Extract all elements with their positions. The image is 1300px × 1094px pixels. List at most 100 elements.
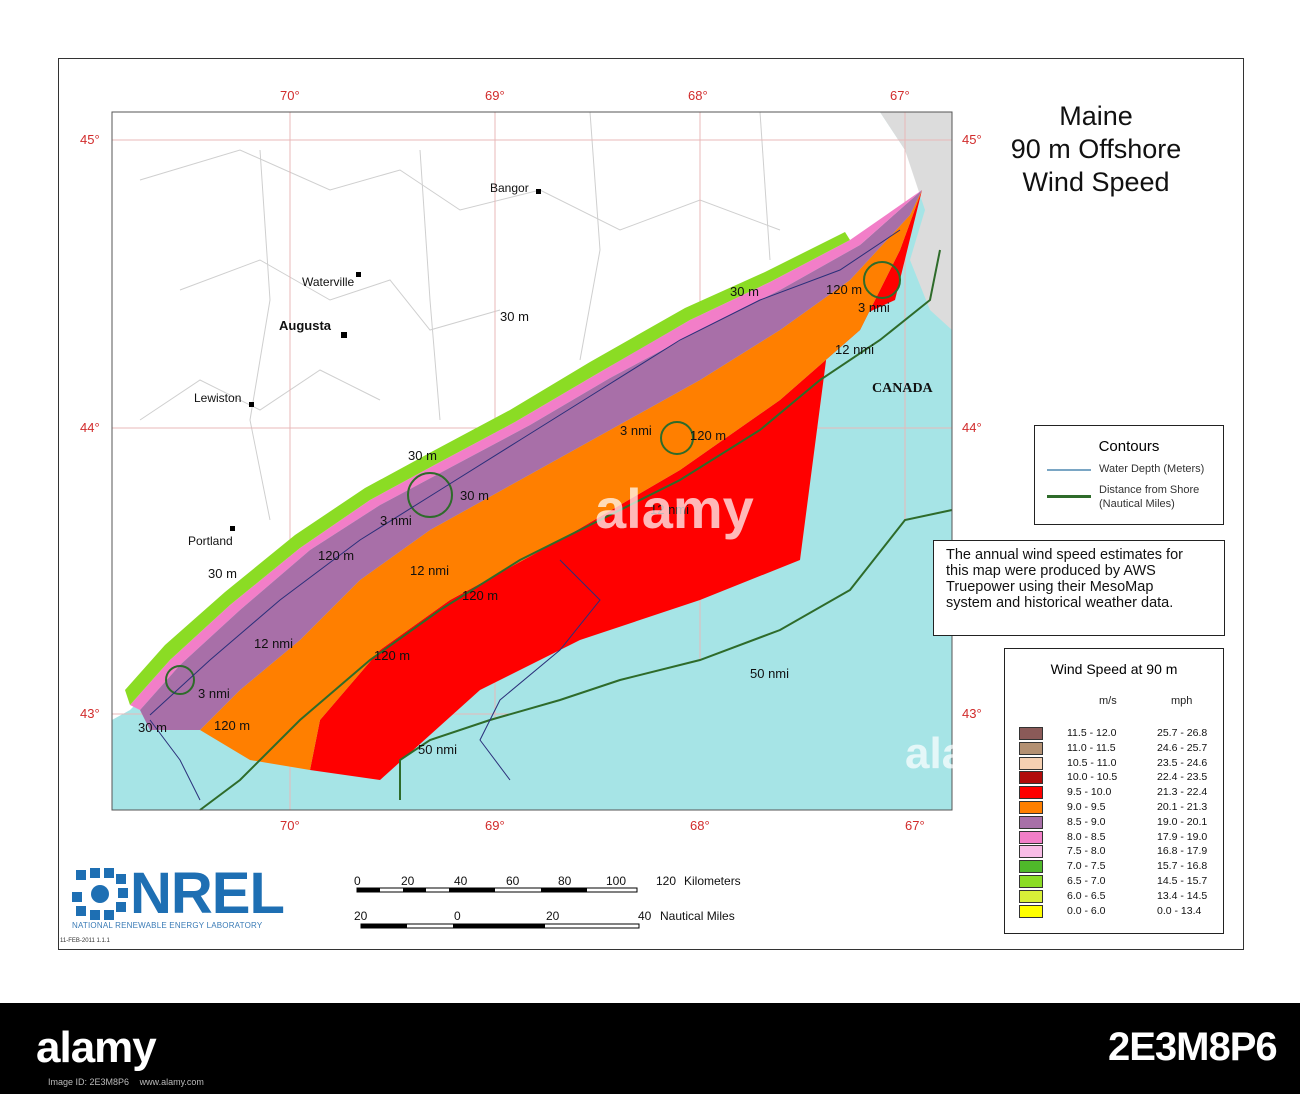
label-30m-e: 30 m — [208, 566, 237, 581]
label-3nmi-c: 3 nmi — [380, 513, 412, 528]
distance-label-2: (Nautical Miles) — [1099, 498, 1175, 510]
legend-ms-range: 11.0 - 11.5 — [1067, 741, 1116, 754]
label-3nmi-d: 3 nmi — [198, 686, 230, 701]
km-tick-120: 120 — [656, 874, 677, 888]
legend-swatch — [1019, 904, 1043, 918]
legend-mph-range: 16.8 - 17.9 — [1157, 845, 1208, 858]
contours-header: Contours — [1098, 438, 1160, 455]
band-9-5-10 — [310, 190, 922, 780]
water-depth-label: Water Depth (Meters) — [1099, 463, 1205, 475]
map-date: 11-FEB-2011 1.1.1 — [60, 938, 110, 944]
nmi-scale-bar — [360, 923, 640, 929]
legend-mph-range: 15.7 - 16.8 — [1157, 860, 1208, 873]
lat-label-right-45: 45° — [962, 132, 982, 147]
source-note: The annual wind speed estimates for this… — [933, 540, 1225, 636]
distance-swatch — [1047, 495, 1091, 498]
legend-mph-range: 23.5 - 24.6 — [1157, 756, 1208, 769]
city-label-waterville: Waterville — [302, 275, 355, 289]
legend-header: Wind Speed at 90 m — [1050, 661, 1178, 677]
lon-label-bottom-67: 67° — [905, 818, 925, 833]
title-line-1: Maine — [1059, 101, 1133, 131]
legend-ms-range: 0.0 - 6.0 — [1067, 904, 1106, 917]
legend-ms-range: 9.5 - 10.0 — [1067, 786, 1112, 799]
legend-mph-range: 0.0 - 13.4 — [1157, 904, 1202, 917]
distance-label-1: Distance from Shore — [1099, 484, 1200, 496]
legend-swatch — [1019, 860, 1043, 874]
label-50nmi-a: 50 nmi — [750, 666, 789, 681]
km-unit: Kilometers — [684, 874, 741, 888]
country-label-canada: CANADA — [872, 381, 934, 396]
city-marker-bangor — [536, 189, 541, 194]
label-120m-b: 120 m — [690, 428, 726, 443]
footer-image-id: Image ID: 2E3M8P6 www.alamy.com — [48, 1077, 204, 1087]
nrel-wordmark: NREL — [130, 861, 285, 926]
label-30m-a: 30 m — [500, 309, 529, 324]
km-tick-60: 60 — [506, 874, 520, 888]
footer-logo: alamy — [36, 1023, 157, 1072]
map-title: Maine 90 m Offshore Wind Speed — [990, 100, 1202, 199]
depth-contours — [149, 229, 901, 801]
lat-label-left-45: 45° — [80, 132, 100, 147]
label-3nmi-a: 3 nmi — [858, 300, 890, 315]
legend-ms-range: 9.0 - 9.5 — [1067, 801, 1106, 813]
label-12nmi-b: 12 nmi — [650, 502, 689, 517]
legend-unit-ms: m/s — [1099, 695, 1117, 707]
lat-label-right-44: 44° — [962, 420, 982, 435]
legend-swatch — [1019, 786, 1043, 800]
legend-ms-range: 10.0 - 10.5 — [1067, 771, 1118, 784]
legend-ms-range: 6.0 - 6.5 — [1067, 889, 1106, 902]
nrel-sun-logo — [72, 868, 128, 920]
legend-mph-range: 17.9 - 19.0 — [1157, 830, 1208, 843]
legend-swatch — [1019, 771, 1043, 785]
label-30m-d: 30 m — [460, 488, 489, 503]
nmi-tick-20-left: 20 — [354, 909, 368, 923]
wind-map: 70° 69° 68° 67° 70° 69° 68° 67° 45° 44° … — [80, 88, 982, 833]
footer-image-id-text: Image ID: 2E3M8P6 — [48, 1077, 130, 1087]
band-9-9-5 — [200, 190, 922, 770]
label-30m-c: 30 m — [408, 448, 437, 463]
km-tick-20: 20 — [401, 874, 415, 888]
lon-label-bottom-68: 68° — [690, 818, 710, 833]
distance-contours — [165, 249, 953, 811]
km-tick-40: 40 — [454, 874, 468, 888]
km-tick-0: 0 — [354, 874, 361, 888]
footer-code: 2E3M8P6 — [1108, 1025, 1278, 1069]
band-8-5-9 — [140, 190, 922, 730]
legend-swatch — [1019, 741, 1043, 755]
legend-mph-range: 19.0 - 20.1 — [1157, 815, 1208, 828]
legend-swatch — [1019, 801, 1043, 814]
legend-swatch — [1019, 889, 1043, 903]
title-line-3: Wind Speed — [1022, 167, 1170, 197]
city-label-augusta: Augusta — [279, 318, 332, 333]
stock-footer: alamy Image ID: 2E3M8P6 www.alamy.com 2E… — [0, 1003, 1300, 1094]
footer-url: www.alamy.com — [139, 1077, 204, 1087]
legend-swatch — [1019, 727, 1043, 740]
legend-mph-range: 20.1 - 21.3 — [1157, 801, 1208, 813]
wind-speed-legend: Wind Speed at 90 m m/s mph 11.5 - 12.0 25… — [1004, 648, 1224, 934]
nmi-tick-40: 40 — [638, 909, 652, 923]
label-120m-a: 120 m — [826, 282, 862, 297]
label-120m-f: 120 m — [214, 718, 250, 733]
lat-label-left-43: 43° — [80, 706, 100, 721]
lon-label-top-68: 68° — [688, 88, 708, 103]
legend-mph-range: 25.7 - 26.8 — [1157, 727, 1208, 739]
legend-mph-range: 14.5 - 15.7 — [1157, 875, 1208, 887]
lon-label-bottom-70: 70° — [280, 818, 300, 833]
nmi-tick-20: 20 — [546, 909, 560, 923]
nrel-lab-name: NATIONAL RENEWABLE ENERGY LABORATORY — [72, 921, 263, 930]
lon-label-top-70: 70° — [280, 88, 300, 103]
legend-mph-range: 21.3 - 22.4 — [1157, 786, 1208, 799]
legend-mph-range: 24.6 - 25.7 — [1157, 741, 1208, 754]
nmi-unit: Nautical Miles — [660, 909, 735, 923]
water-depth-swatch — [1047, 469, 1091, 471]
outer-water — [400, 505, 952, 810]
label-120m-d: 120 m — [462, 588, 498, 603]
nmi-tick-0: 0 — [454, 909, 461, 923]
city-label-lewiston: Lewiston — [194, 391, 241, 405]
city-label-portland: Portland — [188, 534, 233, 548]
lon-label-top-67: 67° — [890, 88, 910, 103]
legend-swatch — [1019, 815, 1043, 829]
legend-swatch — [1019, 756, 1043, 770]
legend-ms-range: 8.0 - 8.5 — [1067, 830, 1106, 843]
km-tick-80: 80 — [558, 874, 572, 888]
